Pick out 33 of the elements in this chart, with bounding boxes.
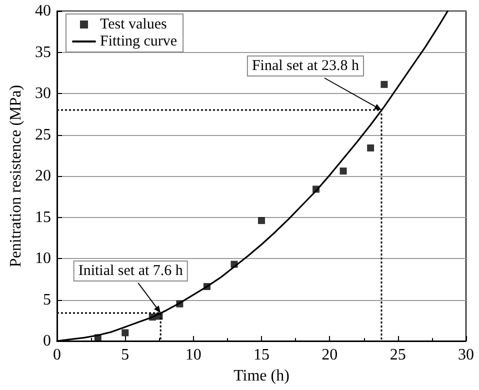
annotation: Initial set at 7.6 h <box>78 262 184 279</box>
y-tick-label: 10 <box>35 250 51 267</box>
y-tick-label: 0 <box>43 332 51 350</box>
point <box>94 334 102 342</box>
y-tick-label: 20 <box>35 168 51 184</box>
point <box>380 80 388 88</box>
y-tick-label: 30 <box>35 85 51 102</box>
point <box>148 314 156 321</box>
y-tick-label: 25 <box>35 126 51 144</box>
y-axis-title: Penitration resistence (MPa) <box>8 84 24 268</box>
y-tick-label: 40 <box>35 2 51 20</box>
point <box>340 168 347 175</box>
x-tick-label: 25 <box>390 346 406 364</box>
point <box>156 312 163 320</box>
y-tick-label: 15 <box>35 208 51 226</box>
legend-label: Test values <box>100 16 168 32</box>
point <box>176 300 184 308</box>
y-tick-label: 35 <box>35 44 51 61</box>
x-tick-label: 20 <box>322 346 338 364</box>
x-tick-label: 5 <box>121 346 130 364</box>
point <box>122 329 129 336</box>
point <box>230 260 238 268</box>
y-tick-label: 5 <box>43 291 51 308</box>
point <box>258 217 265 224</box>
x-tick-label: 10 <box>185 346 202 364</box>
x-tick-label: 30 <box>458 346 474 364</box>
x-axis-title: Time (h) <box>234 367 290 384</box>
point <box>312 186 320 193</box>
point <box>367 144 374 152</box>
point <box>203 283 210 290</box>
legend-label: Fitting curve <box>100 34 178 50</box>
annotation: Final set at 23.8 h <box>252 58 360 74</box>
x-tick-label: 15 <box>254 346 270 364</box>
